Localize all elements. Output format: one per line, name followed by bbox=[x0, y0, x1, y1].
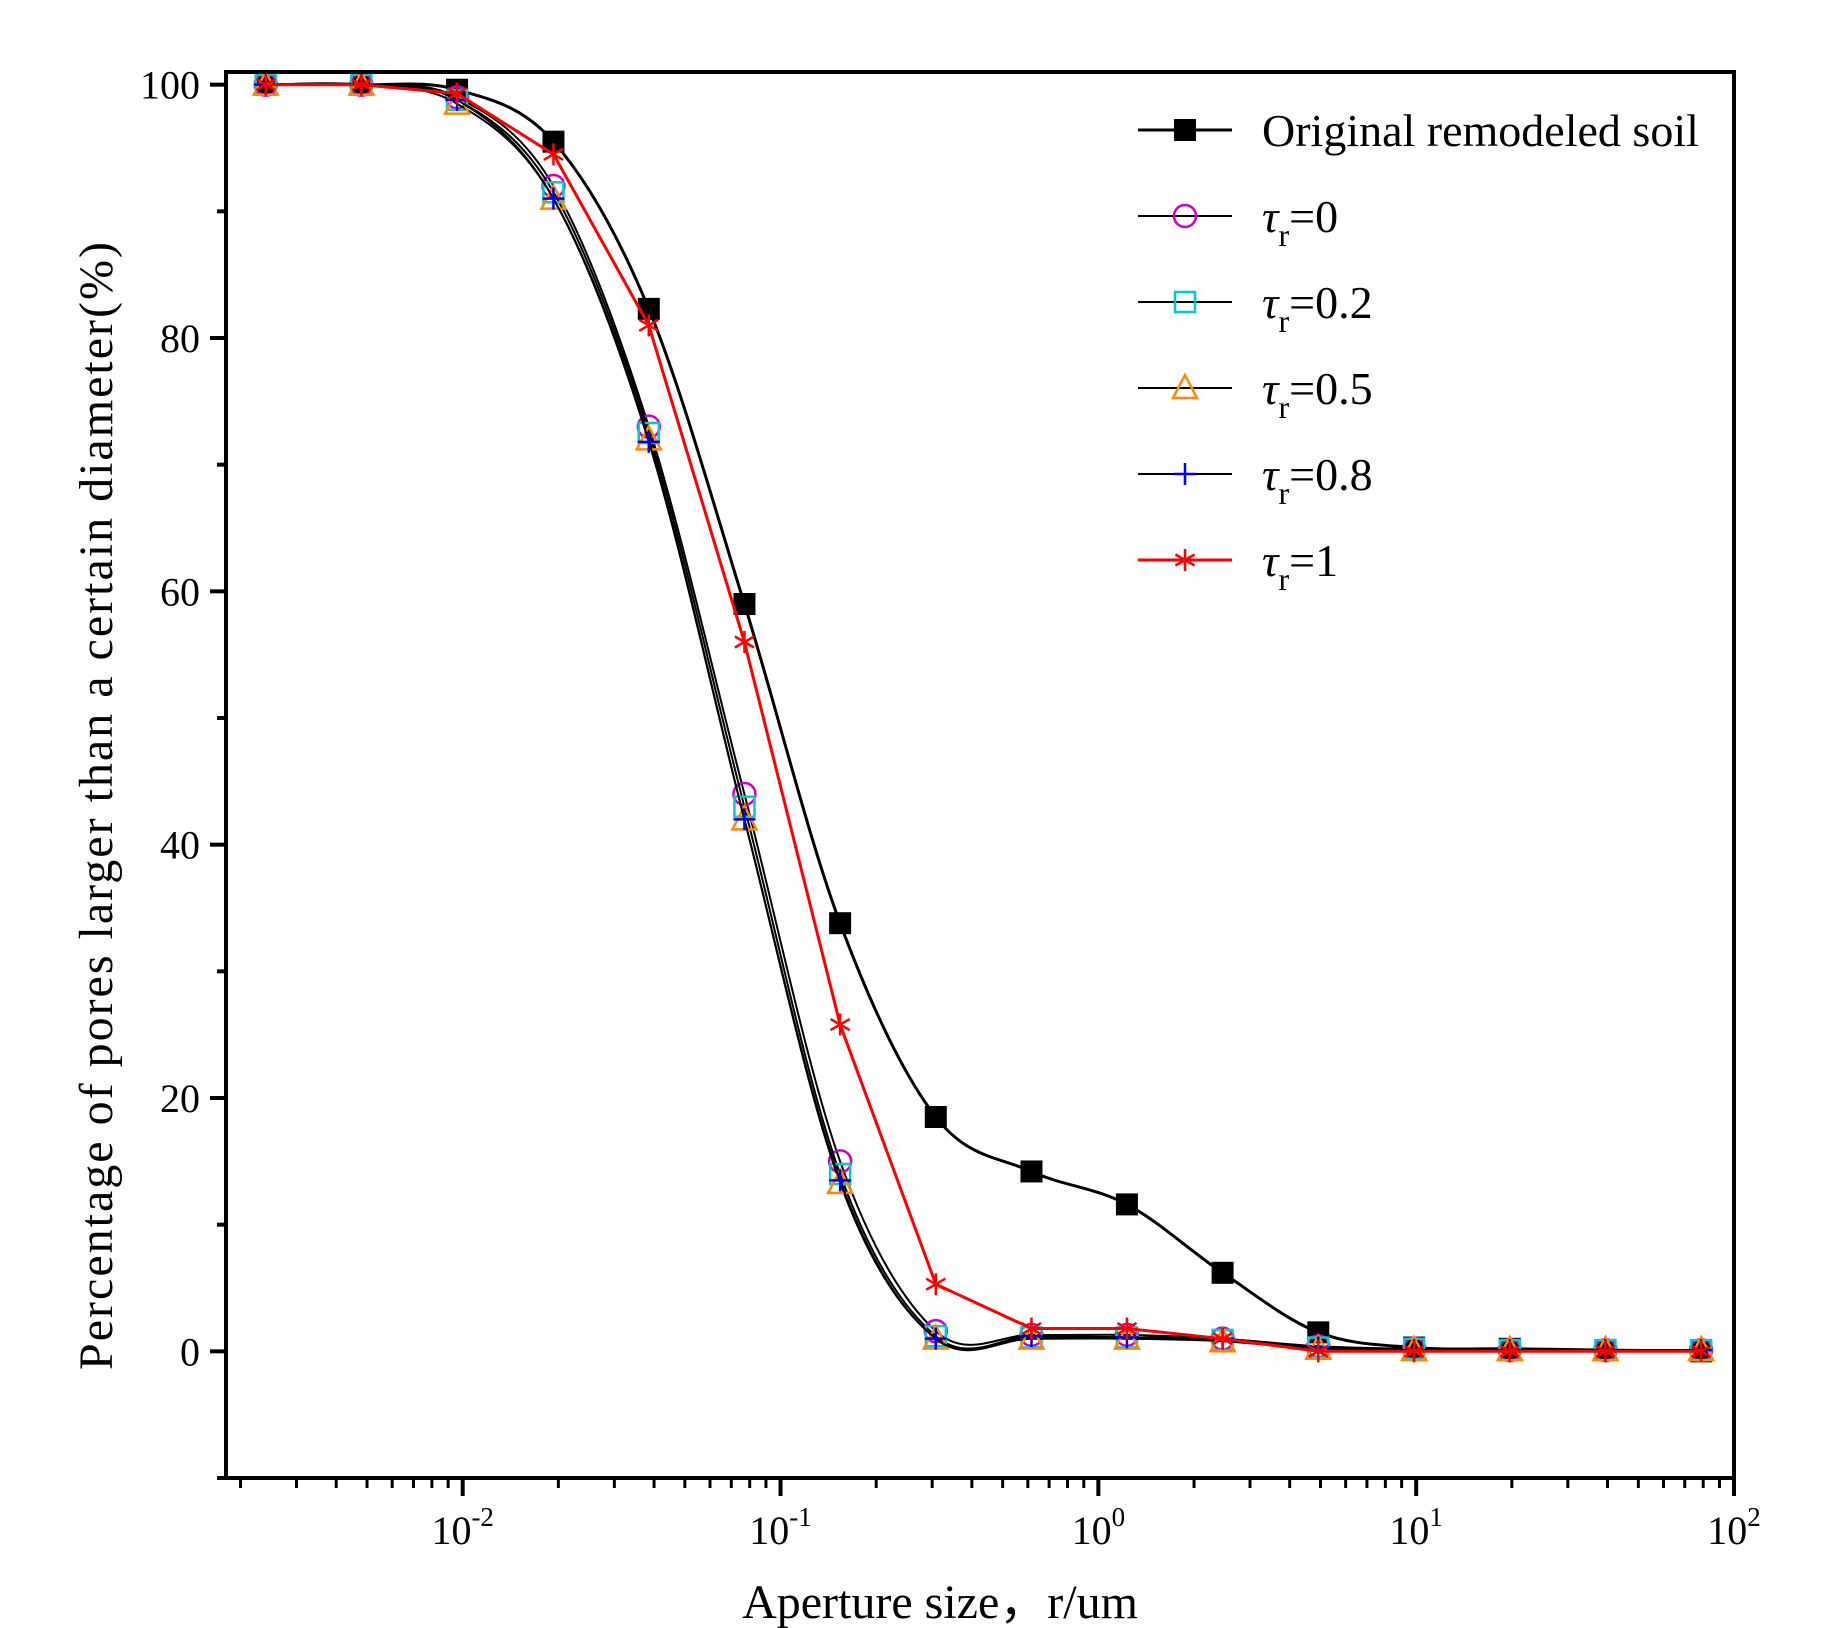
legend-label: τr=0 bbox=[1262, 191, 1338, 253]
data-point-marker bbox=[1174, 463, 1196, 485]
plot-frame bbox=[224, 70, 1736, 1480]
x-tick-exponent: -1 bbox=[789, 1502, 812, 1532]
x-tick-label: 101 bbox=[1389, 1502, 1443, 1553]
data-point-marker bbox=[1116, 1317, 1138, 1340]
y-tick-label: 100 bbox=[140, 63, 200, 108]
legend-label: τr=0.2 bbox=[1262, 277, 1373, 339]
y-axis-title: Percentage of pores larger than a certai… bbox=[70, 240, 123, 1370]
legend-label: Original remodeled soil bbox=[1262, 105, 1699, 156]
legend-label-value: =0 bbox=[1289, 191, 1338, 242]
legend-label-value: =1 bbox=[1289, 535, 1338, 586]
data-point-marker bbox=[638, 314, 659, 337]
data-point-marker bbox=[733, 593, 756, 615]
legend-label-subscript: r bbox=[1278, 475, 1289, 511]
data-point-marker bbox=[1020, 1160, 1043, 1183]
legend-label-value: =0.8 bbox=[1289, 449, 1372, 500]
y-tick-label: 80 bbox=[160, 316, 200, 361]
data-point-marker bbox=[1690, 1340, 1712, 1363]
legend-item: τr=0 bbox=[1138, 191, 1338, 253]
data-point-marker bbox=[829, 912, 852, 935]
series-line bbox=[265, 83, 1702, 1353]
x-tick-base: 10 bbox=[1389, 1508, 1429, 1553]
data-point-marker bbox=[542, 130, 565, 153]
legend-label: τr=1 bbox=[1262, 535, 1338, 597]
y-tick-label: 0 bbox=[180, 1329, 200, 1374]
series-5 bbox=[255, 73, 1712, 1363]
data-point-marker bbox=[1174, 119, 1196, 141]
x-tick-base: 10 bbox=[1072, 1508, 1112, 1553]
legend-label-subscript: r bbox=[1278, 217, 1289, 253]
series-layer bbox=[251, 68, 1716, 1363]
data-point-marker bbox=[1499, 1340, 1520, 1363]
legend-label-symbol: τ bbox=[1262, 449, 1280, 500]
legend-label: τr=0.8 bbox=[1262, 449, 1373, 511]
data-point-marker bbox=[1170, 372, 1200, 400]
legend-label: τr=0.5 bbox=[1262, 363, 1373, 425]
legend-item: τr=0.2 bbox=[1138, 277, 1373, 339]
data-point-marker bbox=[1403, 1340, 1425, 1363]
x-tick-exponent: 2 bbox=[1747, 1502, 1761, 1532]
data-point-marker bbox=[1021, 1317, 1042, 1340]
x-tick-exponent: -2 bbox=[471, 1502, 494, 1532]
data-point-marker bbox=[637, 430, 660, 453]
x-tick-base: 10 bbox=[1707, 1508, 1747, 1553]
legend-item: τr=0.8 bbox=[1138, 449, 1373, 511]
data-point-marker bbox=[446, 82, 468, 105]
data-point-marker bbox=[542, 187, 565, 210]
data-point-marker bbox=[829, 1013, 851, 1036]
y-tick-label: 40 bbox=[160, 823, 200, 868]
data-point-marker bbox=[1308, 1340, 1329, 1363]
legend-label-value: =0.2 bbox=[1289, 277, 1372, 328]
legend-label-symbol: τ bbox=[1262, 191, 1280, 242]
data-point-marker bbox=[1115, 1193, 1138, 1216]
x-tick-base: 10 bbox=[431, 1508, 471, 1553]
legend-label-subscript: r bbox=[1278, 303, 1289, 339]
data-point-marker bbox=[924, 1327, 947, 1350]
data-point-marker bbox=[1595, 1340, 1616, 1363]
data-point-marker bbox=[1173, 290, 1197, 314]
data-point-marker bbox=[255, 73, 276, 96]
legend-item: Original remodeled soil bbox=[1138, 105, 1699, 156]
legend-label-symbol: τ bbox=[1262, 535, 1280, 586]
x-tick-label: 10-2 bbox=[431, 1502, 494, 1553]
legend-item: τr=1 bbox=[1138, 535, 1338, 597]
data-point-marker bbox=[925, 1273, 946, 1296]
legend-item: τr=0.5 bbox=[1138, 363, 1373, 425]
data-point-marker bbox=[924, 1106, 947, 1128]
data-point-marker bbox=[1211, 1261, 1234, 1284]
data-point-marker bbox=[733, 808, 756, 831]
x-tick-label: 102 bbox=[1707, 1502, 1761, 1553]
data-point-marker bbox=[1174, 549, 1196, 571]
data-point-marker bbox=[829, 1169, 852, 1192]
data-point-marker bbox=[1212, 1327, 1233, 1350]
y-tick-label: 60 bbox=[160, 569, 200, 614]
data-point-marker bbox=[543, 143, 564, 166]
x-tick-exponent: 0 bbox=[1112, 1502, 1126, 1532]
x-tick-exponent: 1 bbox=[1429, 1502, 1443, 1532]
x-tick-label: 10-1 bbox=[749, 1502, 812, 1553]
x-axis-title: Aperture size，r/um bbox=[742, 1576, 1138, 1628]
x-tick-label: 100 bbox=[1072, 1502, 1126, 1553]
legend-label-subscript: r bbox=[1278, 561, 1289, 597]
data-point-marker bbox=[734, 631, 755, 653]
legend-label-subscript: r bbox=[1278, 389, 1289, 425]
legend-label-value: =0.5 bbox=[1289, 363, 1372, 414]
data-point-marker bbox=[1172, 203, 1198, 229]
legend: Original remodeled soilτr=0τr=0.2τr=0.5τ… bbox=[1138, 105, 1699, 597]
data-point-marker bbox=[442, 87, 472, 115]
legend-label-symbol: τ bbox=[1262, 277, 1280, 328]
data-point-marker bbox=[351, 73, 372, 96]
y-tick-label: 20 bbox=[160, 1076, 200, 1121]
x-tick-base: 10 bbox=[749, 1508, 789, 1553]
legend-label-symbol: τ bbox=[1262, 363, 1280, 414]
